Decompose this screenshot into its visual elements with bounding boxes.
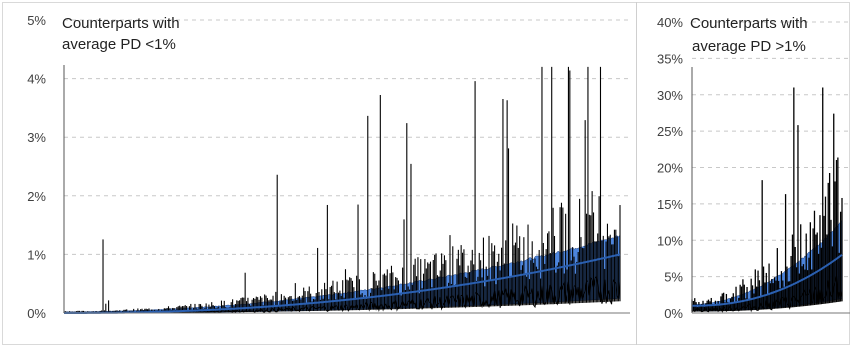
y-tick-label: 5%: [27, 13, 46, 28]
y-tick-label: 25%: [657, 124, 683, 139]
series-spikes: [691, 87, 843, 312]
y-tick-label: 20%: [657, 161, 683, 176]
data-series: [691, 87, 843, 313]
y-tick-label: 0%: [664, 306, 683, 321]
y-tick-label: 0%: [27, 306, 46, 321]
series-average: [64, 253, 621, 314]
y-tick-label: 10%: [657, 233, 683, 248]
y-tick-label: 35%: [657, 51, 683, 66]
series-average: [692, 253, 843, 307]
y-tick-label: 5%: [664, 270, 683, 285]
series-lower: [691, 275, 843, 313]
y-tick-label: 1%: [27, 247, 46, 262]
chart-pd-above-1pct: 0% 5% 10% 15% 20% 25% 30% 35% 40% Counterparts w…: [657, 15, 850, 321]
y-tick-label: 2%: [27, 189, 46, 204]
panel-divider: [636, 2, 637, 345]
y-tick-label: 3%: [27, 130, 46, 145]
chart-title-line-1: Counterparts with: [62, 15, 180, 32]
y-tick-label: 15%: [657, 197, 683, 212]
y-tick-label: 40%: [657, 15, 683, 30]
y-tick-label: 30%: [657, 88, 683, 103]
chart-pd-below-1pct: 0% 1% 2% 3% 4% 5% Counterparts with average P…: [27, 13, 630, 321]
series-spikes: [63, 66, 621, 313]
y-axis: 0% 5% 10% 15% 20% 25% 30% 35% 40%: [657, 15, 850, 321]
data-series: [63, 66, 621, 314]
chart-title-line-2: average PD >1%: [692, 38, 806, 55]
chart-title-line-2: average PD <1%: [62, 36, 176, 53]
chart-title-line-1: Counterparts with: [690, 15, 808, 32]
gridlines: [64, 19, 630, 255]
gridlines: [692, 21, 850, 278]
y-tick-label: 4%: [27, 72, 46, 87]
y-axis: 0% 1% 2% 3% 4% 5%: [27, 13, 630, 321]
